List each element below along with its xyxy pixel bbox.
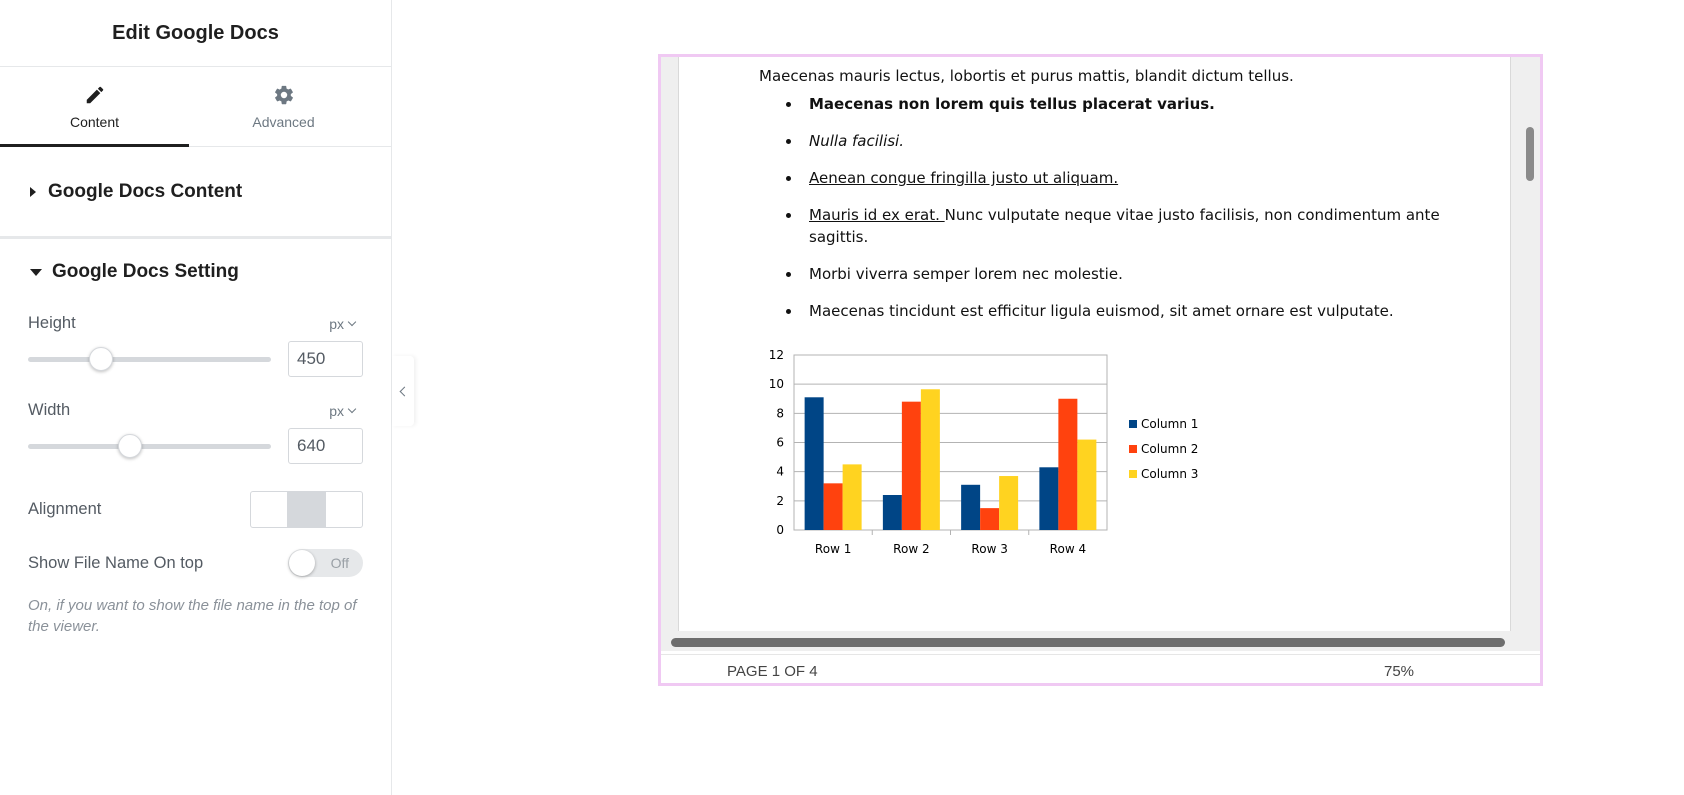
height-unit-value: px [329, 315, 344, 332]
horizontal-scrollbar-thumb[interactable] [671, 638, 1505, 647]
bar [823, 483, 843, 530]
editor-panel: Edit Google Docs Content Advanced Google… [0, 0, 392, 795]
bar [961, 484, 981, 530]
width-slider-handle[interactable] [118, 434, 143, 458]
section-content-title: Google Docs Content [48, 180, 243, 202]
show-file-name-control: Show File Name On top Off On, if you wan… [28, 549, 363, 637]
width-label: Width [28, 401, 71, 419]
tab-advanced[interactable]: Advanced [189, 67, 378, 146]
section-google-docs-setting[interactable]: Google Docs Setting [0, 239, 391, 305]
horizontal-scrollbar [661, 631, 1540, 651]
document-scroll-area[interactable]: Maecenas mauris lectus, lobortis et puru… [661, 57, 1540, 651]
align-left-button[interactable] [251, 492, 289, 527]
x-tick-label: Row 1 [815, 542, 851, 556]
y-tick-label: 4 [776, 465, 784, 479]
zoom-level[interactable]: 75% [1384, 663, 1415, 680]
toggle-knob [289, 550, 315, 576]
width-input[interactable] [288, 428, 363, 464]
width-control: Width px [28, 401, 363, 464]
list-item: Mauris id ex erat. Nunc vulputate neque … [786, 204, 1449, 248]
height-control: Height px [28, 314, 363, 377]
bar [1077, 439, 1097, 530]
height-slider-handle[interactable] [88, 347, 113, 371]
section-setting-title: Google Docs Setting [52, 261, 239, 282]
toggle-state-text: Off [330, 555, 349, 571]
x-tick-label: Row 4 [1050, 542, 1086, 556]
pencil-icon [86, 86, 103, 103]
legend-swatch [1129, 445, 1137, 453]
bar [901, 401, 921, 530]
list-item: Maecenas non lorem quis tellus placerat … [786, 93, 1449, 115]
list-item-text: Nunc vulputate neque vitae justo facilis… [809, 206, 1440, 246]
y-tick-label: 12 [769, 348, 784, 362]
bar [920, 389, 940, 530]
list-item: Morbi viverra semper lorem nec molestie. [786, 263, 1449, 285]
caret-down-icon [30, 268, 42, 276]
legend-label: Column 1 [1141, 417, 1198, 431]
bar [999, 476, 1019, 530]
list-item: Nulla facilisi. [786, 130, 1449, 152]
panel-header: Edit Google Docs [0, 0, 391, 67]
panel-tabs: Content Advanced [0, 67, 391, 147]
bar [882, 495, 902, 530]
x-tick-label: Row 2 [893, 542, 929, 556]
chevron-down-icon [347, 317, 357, 327]
panel-title: Edit Google Docs [112, 21, 279, 44]
legend-swatch [1129, 470, 1137, 478]
document-page: Maecenas mauris lectus, lobortis et puru… [678, 57, 1511, 637]
legend-swatch [1129, 420, 1137, 428]
x-tick-label: Row 3 [971, 542, 1007, 556]
list-item: Aenean congue fringilla justo ut aliquam… [786, 167, 1449, 189]
show-file-name-label: Show File Name On top [28, 553, 204, 572]
height-input[interactable] [288, 341, 363, 377]
gear-icon [274, 85, 293, 104]
tab-content-label: Content [69, 113, 120, 130]
bar [1039, 467, 1059, 530]
list-item: Maecenas tincidunt est efficitur ligula … [786, 300, 1449, 322]
legend-label: Column 2 [1141, 442, 1198, 456]
show-file-name-toggle[interactable]: Off [288, 549, 363, 577]
bar [1058, 398, 1078, 530]
alignment-label: Alignment [28, 500, 102, 518]
width-unit-select[interactable]: px [329, 402, 357, 419]
alignment-button-group [250, 491, 363, 528]
show-file-name-help: On, if you want to show the file name in… [28, 597, 357, 635]
y-tick-label: 0 [776, 523, 784, 537]
tab-content[interactable]: Content [0, 67, 189, 147]
height-slider-track[interactable] [28, 347, 271, 371]
vertical-scrollbar-thumb[interactable] [1526, 127, 1534, 181]
width-slider-track[interactable] [28, 434, 271, 458]
y-tick-label: 6 [776, 436, 784, 450]
doc-bullet-list: Maecenas non lorem quis tellus placerat … [786, 93, 1449, 337]
viewer-status-bar: PAGE 1 OF 4 75% [661, 654, 1540, 683]
google-docs-viewer: Maecenas mauris lectus, lobortis et puru… [658, 54, 1543, 686]
bar [804, 397, 824, 530]
doc-link[interactable]: Aenean congue fringilla justo ut aliquam… [809, 169, 1119, 187]
doc-link[interactable]: Mauris id ex erat. [809, 206, 945, 224]
doc-paragraph: Maecenas mauris lectus, lobortis et puru… [759, 67, 1294, 85]
caret-right-icon [30, 186, 36, 197]
chevron-down-icon [347, 404, 357, 414]
y-tick-label: 2 [776, 494, 784, 508]
chevron-left-icon [399, 386, 410, 396]
bar [980, 508, 1000, 530]
bar-chart: 0 2 4 6 8 10 12 Row 1 Row 2 Row 3 Row 4 Column 1 Col… [769, 348, 1199, 556]
bar [842, 464, 862, 530]
section-google-docs-content[interactable]: Google Docs Content [0, 147, 391, 239]
align-right-button[interactable] [326, 492, 362, 527]
height-unit-select[interactable]: px [329, 315, 357, 332]
collapse-panel-button[interactable] [392, 356, 414, 426]
legend-label: Column 3 [1141, 467, 1198, 481]
height-label: Height [28, 314, 76, 332]
y-tick-label: 8 [776, 406, 784, 420]
page-indicator: PAGE 1 OF 4 [727, 663, 818, 680]
y-tick-label: 10 [769, 377, 784, 391]
align-center-button[interactable] [288, 492, 326, 527]
width-unit-value: px [329, 402, 344, 419]
alignment-control: Alignment [28, 491, 363, 528]
tab-advanced-label: Advanced [252, 113, 315, 130]
